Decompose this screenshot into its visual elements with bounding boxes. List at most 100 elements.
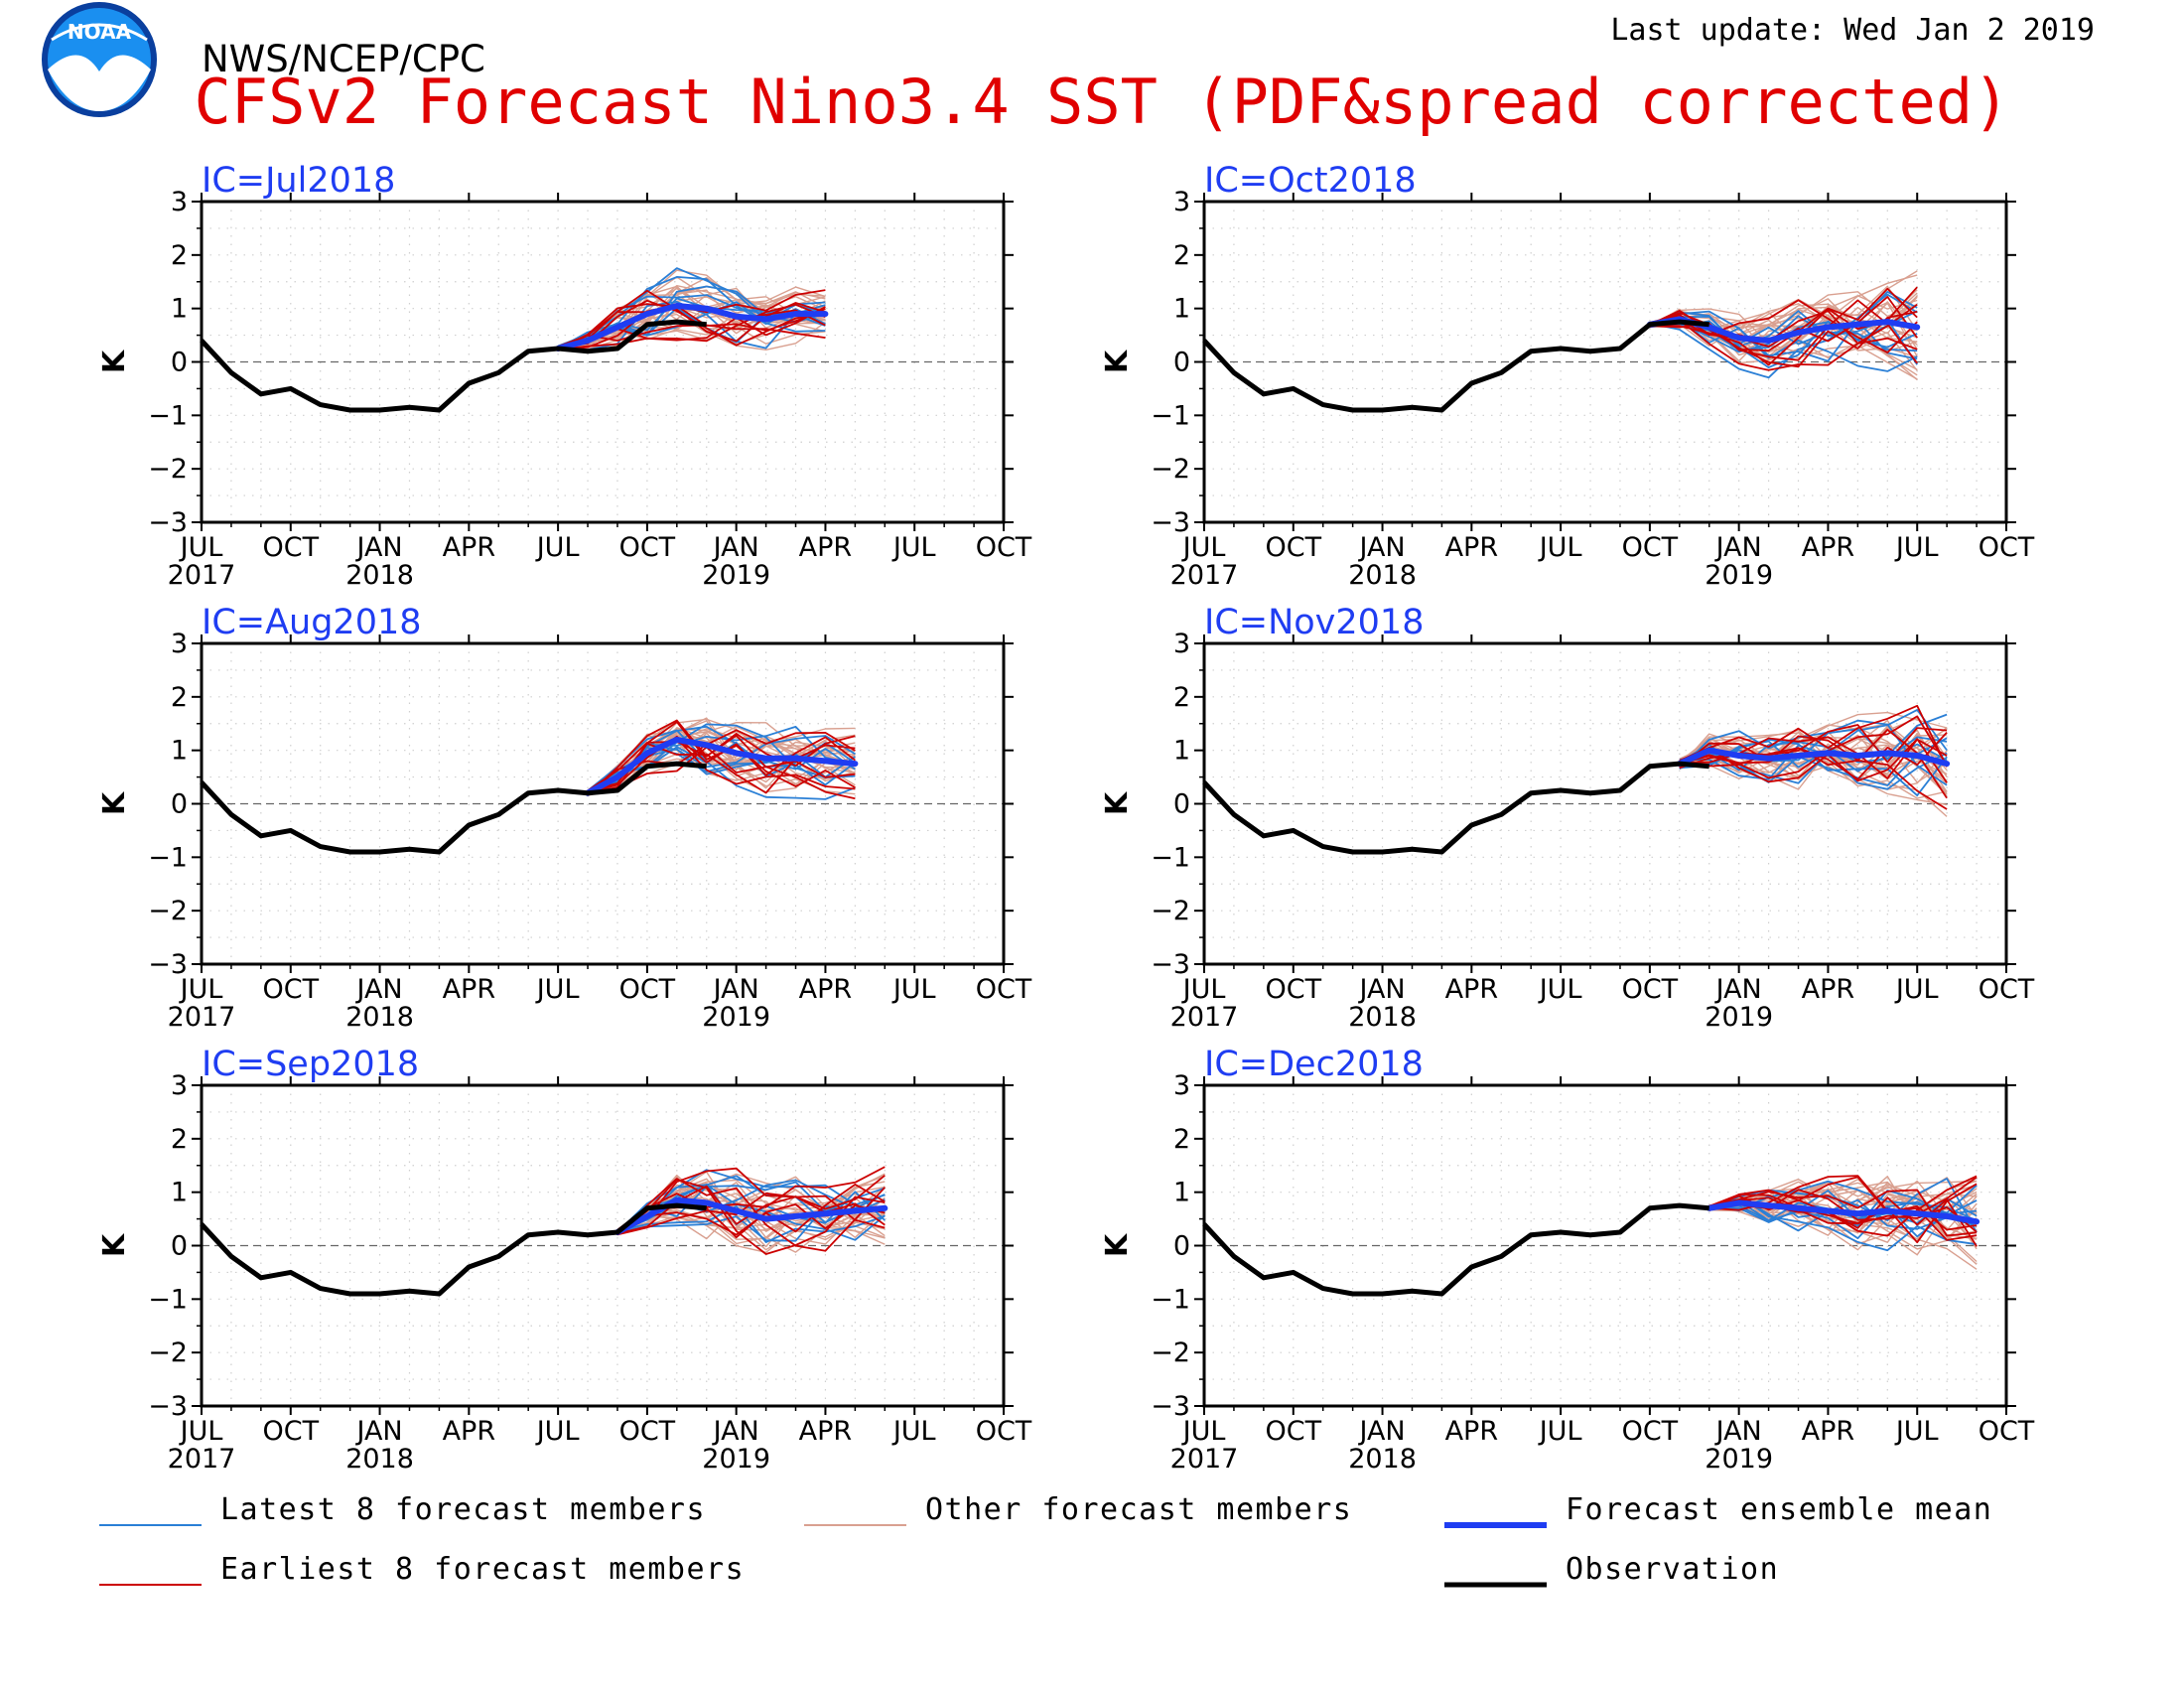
other-member-line (1708, 1194, 1978, 1241)
y-tick-label: 0 (1173, 789, 1190, 820)
x-tick-label: OCT (1979, 1416, 2035, 1447)
y-tick-label: −1 (148, 842, 188, 873)
x-tick-label: APR (1445, 1416, 1499, 1447)
y-axis-label: K (97, 790, 132, 815)
x-tick-label: APR (443, 974, 496, 1005)
panel-title: IC=Sep2018 (202, 1045, 419, 1084)
y-tick-label: −2 (1151, 454, 1190, 485)
x-tick-label: JUL (1181, 1416, 1226, 1447)
y-tick-label: 2 (171, 240, 188, 271)
last-update: Last update: Wed Jan 2 2019 (1610, 13, 2095, 48)
ensemble-mean-line (1706, 1199, 1980, 1225)
x-tick-label: JAN (354, 1416, 402, 1447)
x-tick-label: OCT (1979, 974, 2035, 1005)
x-tick-label: OCT (976, 1416, 1032, 1447)
y-tick-label: 1 (171, 294, 188, 325)
y-tick-label: 3 (171, 629, 188, 659)
x-tick-label: OCT (1265, 532, 1321, 563)
x-year-label: 2018 (1348, 1002, 1417, 1033)
x-tick-label: JUL (1894, 974, 1939, 1005)
x-tick-label: JAN (354, 974, 402, 1005)
x-year-label: 2017 (1170, 1002, 1239, 1033)
y-tick-label: 1 (171, 736, 188, 767)
observation-line (1202, 761, 1709, 855)
y-tick-label: 1 (1173, 294, 1190, 325)
earliest-member-line (557, 289, 826, 352)
y-tick-label: 0 (1173, 348, 1190, 378)
x-year-label: 2019 (702, 1002, 770, 1033)
x-tick-label: APR (799, 532, 853, 563)
panel-title: IC=Nov2018 (1204, 603, 1424, 642)
y-axis-label: K (1100, 1232, 1135, 1257)
earliest-member-line (1708, 1175, 1978, 1237)
y-tick-label: 0 (171, 789, 188, 820)
panel-title: IC=Dec2018 (1204, 1045, 1424, 1084)
x-tick-label: OCT (1622, 974, 1679, 1005)
y-tick-label: −1 (1151, 400, 1190, 431)
x-tick-label: OCT (976, 974, 1032, 1005)
x-tick-label: JUL (179, 974, 223, 1005)
y-tick-label: −3 (1151, 949, 1190, 980)
earliest-member-line (1649, 299, 1918, 354)
legend-label-other: Other forecast members (925, 1492, 1352, 1527)
plot-frame (200, 1083, 1006, 1408)
y-tick-label: −3 (1151, 1391, 1190, 1422)
x-tick-label: JUL (891, 1416, 936, 1447)
x-tick-label: JUL (535, 1416, 580, 1447)
x-year-label: 2019 (702, 1444, 770, 1475)
y-axis-label: K (97, 1232, 132, 1257)
x-tick-label: JUL (1894, 1416, 1939, 1447)
ensemble-mean-line (1676, 747, 1951, 768)
plot-frame (1202, 200, 2008, 524)
x-tick-label: JAN (1714, 532, 1762, 563)
y-tick-label: −2 (1151, 1337, 1190, 1368)
y-tick-label: 3 (1173, 1070, 1190, 1101)
x-tick-label: JUL (179, 1416, 223, 1447)
x-year-label: 2018 (345, 1444, 414, 1475)
x-year-label: 2018 (345, 1002, 414, 1033)
legend-label-mean: Forecast ensemble mean (1566, 1492, 1992, 1527)
y-tick-label: −2 (148, 1337, 188, 1368)
noaa-logo: NOAA (42, 2, 157, 117)
x-tick-label: JUL (1538, 532, 1582, 563)
x-tick-label: APR (799, 974, 853, 1005)
latest-member-line (1708, 1185, 1978, 1239)
latest-member-line (1649, 310, 1918, 372)
ensemble-mean-line (555, 303, 829, 352)
observation-line (1202, 1202, 1709, 1297)
x-tick-label: APR (443, 1416, 496, 1447)
y-tick-label: 3 (1173, 187, 1190, 217)
x-year-label: 2017 (168, 1002, 236, 1033)
panel-title: IC=Oct2018 (1204, 161, 1417, 201)
y-tick-label: −3 (148, 1391, 188, 1422)
y-tick-label: −2 (1151, 896, 1190, 926)
y-tick-label: 3 (1173, 629, 1190, 659)
y-tick-label: 2 (1173, 240, 1190, 271)
y-tick-label: −3 (1151, 507, 1190, 538)
legend-label-obs: Observation (1566, 1552, 1779, 1587)
x-year-label: 2019 (1705, 560, 1773, 591)
x-year-label: 2017 (1170, 560, 1239, 591)
x-tick-label: JUL (535, 532, 580, 563)
plot-frame (1202, 641, 2008, 966)
x-year-label: 2018 (1348, 560, 1417, 591)
y-tick-label: −1 (148, 400, 188, 431)
y-axis-label: K (1100, 790, 1135, 815)
x-tick-label: OCT (262, 532, 319, 563)
x-tick-label: JAN (1357, 974, 1405, 1005)
x-year-label: 2017 (168, 1444, 236, 1475)
x-tick-label: APR (1445, 974, 1499, 1005)
x-tick-label: APR (799, 1416, 853, 1447)
x-tick-label: OCT (262, 974, 319, 1005)
y-axis-label: K (1100, 349, 1135, 373)
x-tick-label: JAN (1357, 1416, 1405, 1447)
y-tick-label: 2 (1173, 682, 1190, 713)
x-tick-label: JUL (1538, 1416, 1582, 1447)
y-tick-label: 3 (171, 1070, 188, 1101)
chart-title: CFSv2 Forecast Nino3.4 SST (PDF&spread c… (194, 66, 2009, 138)
earliest-member-line (587, 734, 856, 791)
